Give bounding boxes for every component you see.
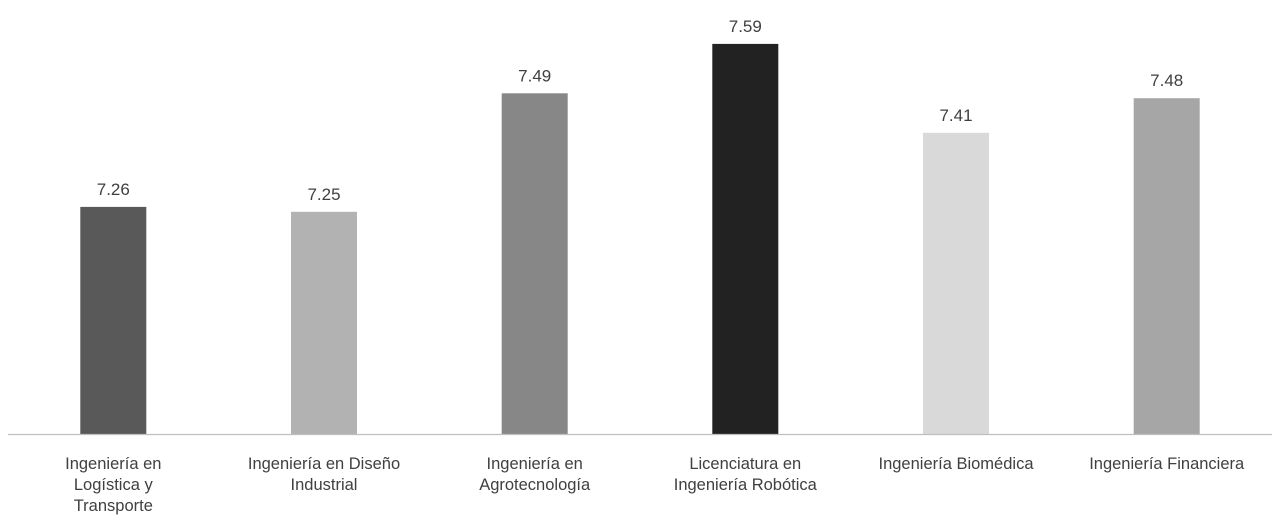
bar-0 [80, 206, 147, 434]
data-label-1: 7.25 [307, 185, 340, 204]
category-label-0: Ingeniería en Logística y Transporte [65, 455, 161, 515]
bar-3 [712, 43, 779, 435]
bar-5 [1133, 98, 1200, 434]
data-label-3: 7.59 [729, 17, 762, 36]
data-label-0: 7.26 [97, 180, 130, 199]
data-label-4: 7.41 [939, 106, 972, 125]
bar-2 [501, 93, 568, 435]
category-label-3: Licenciatura en Ingeniería Robótica [674, 455, 818, 494]
category-label-4: Ingeniería Biomédica [878, 455, 1034, 473]
data-label-5: 7.48 [1150, 71, 1183, 90]
bar-1 [291, 211, 357, 434]
category-label-5: Ingeniería Financiera [1089, 455, 1245, 473]
bar-4 [923, 132, 989, 435]
category-label-1: Ingeniería en Diseño Industrial [248, 455, 400, 494]
data-label-2: 7.49 [518, 66, 551, 85]
category-label-2: Ingeniería en Agrotecnología [479, 455, 591, 494]
